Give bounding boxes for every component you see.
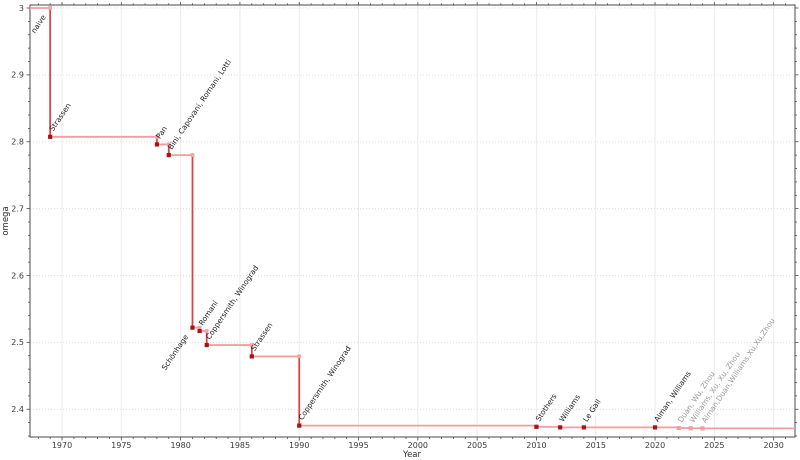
grid-layer (30, 5, 795, 437)
y-tick-label: 3 (19, 4, 24, 13)
plot-frame (29, 4, 796, 438)
y-tick-label: 2.5 (11, 338, 24, 347)
x-tick-label: 2000 (408, 441, 428, 450)
plot-border (29, 4, 796, 438)
step-corner-marker (197, 325, 202, 330)
data-point-marker (700, 426, 705, 431)
algorithm-label: Coppersmith, Winograd (296, 344, 353, 422)
data-point-marker (190, 325, 195, 330)
x-tick-label: 2015 (586, 441, 606, 450)
y-tick-label: 2.8 (11, 138, 24, 147)
step-corner-marker (249, 343, 254, 347)
algorithm-label: Le Gall (581, 398, 603, 424)
y-tick-label: 2.6 (11, 271, 24, 280)
algorithm-label: Alman,Duan,Williams,Xu,Xu,Zhou (700, 316, 777, 424)
data-point-marker (48, 134, 53, 139)
x-tick-label: 1980 (170, 441, 190, 450)
algorithm-label: Williams, Xu, Xu, Zhou (688, 350, 742, 425)
data-point-marker (154, 142, 160, 147)
marker-layer (48, 6, 705, 431)
x-axis-title: Year (402, 450, 422, 460)
series-layer (30, 7, 795, 430)
data-point-marker (581, 425, 586, 430)
x-tick-label: 2005 (467, 441, 487, 450)
y-axis-title: omega (1, 206, 11, 235)
x-tick-label: 2020 (645, 441, 665, 450)
x-tick-label: 2010 (526, 441, 546, 450)
step-corner-marker (297, 354, 302, 359)
data-point-marker (676, 425, 681, 431)
algorithm-label: Williams (557, 393, 582, 424)
tick-label-layer: 1970 1975 1980 1985 1990 1995 2000 2005 2010 2015… (11, 4, 784, 450)
data-point-marker (297, 423, 302, 428)
omega-step-line (30, 7, 795, 430)
algorithm-label: Schönhage (160, 332, 191, 371)
data-point-marker (652, 425, 658, 430)
x-tick-label: 1970 (52, 441, 72, 450)
algorithm-label: Stothers (534, 392, 559, 423)
step-corner-marker (48, 6, 53, 10)
x-tick-label: 1990 (289, 441, 309, 450)
y-tick-label: 2.7 (11, 204, 24, 213)
y-tick-label: 2.4 (11, 405, 24, 414)
algorithm-label: Pan (154, 124, 169, 140)
step-corner-marker (204, 329, 209, 333)
y-tick-label: 2.9 (11, 71, 24, 80)
step-corner-marker (166, 142, 171, 147)
algorithm-label: Strassen (249, 321, 275, 353)
data-point-marker (197, 328, 202, 334)
x-tick-label: 1985 (230, 441, 250, 450)
data-point-marker (204, 342, 209, 348)
x-tick-label: 2025 (704, 441, 724, 450)
algorithm-label: Strassen (47, 101, 73, 133)
data-point-marker (534, 424, 539, 429)
step-corner-marker (190, 153, 195, 158)
algorithm-label: naive (29, 13, 48, 35)
data-point-marker (688, 426, 693, 431)
x-tick-label: 2030 (763, 441, 783, 450)
data-point-marker (166, 153, 171, 158)
x-tick-label: 1995 (348, 441, 368, 450)
algorithm-label: Bini, Capovani, Romani, Lotti (166, 58, 233, 151)
x-tick-label: 1975 (111, 441, 131, 450)
data-point-marker (249, 354, 254, 359)
step-corner-marker (155, 134, 159, 139)
data-point-marker (558, 425, 563, 430)
